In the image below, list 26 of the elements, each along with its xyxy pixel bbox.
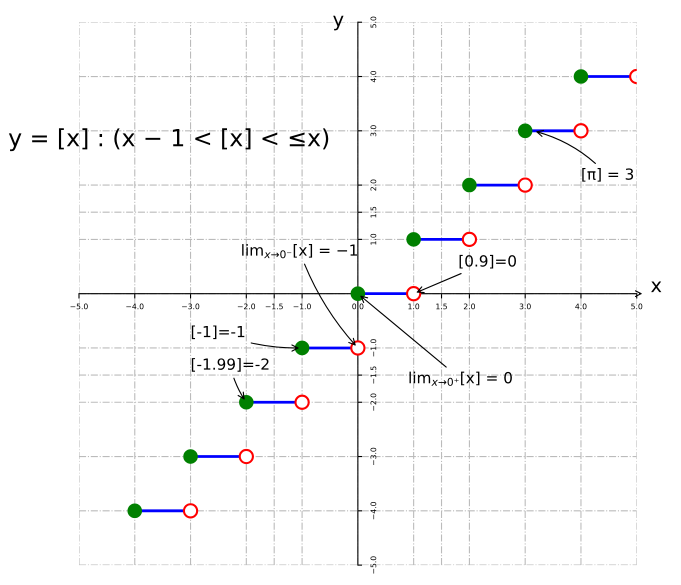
annotation: [π] = 3: [582, 168, 634, 182]
point: [573, 123, 589, 138]
annotation: y = [x] : (x − 1 < [x] < ≤x): [8, 128, 328, 152]
point: [182, 503, 198, 518]
annotation: [0.9]=0: [460, 254, 516, 269]
annotation: lim$_{x→0⁻}$[x] = −1: [242, 244, 357, 258]
point: [350, 340, 366, 356]
point: [238, 448, 254, 464]
x-axis-title: x: [651, 282, 662, 292]
point: [350, 286, 366, 301]
point: [518, 124, 532, 138]
annotation: lim$_{x→0⁺}$[x] = 0: [410, 372, 512, 386]
point: [294, 340, 310, 356]
point: [462, 232, 478, 248]
point: [127, 504, 142, 518]
point: [406, 286, 422, 302]
point: [183, 449, 198, 464]
annotation: [-1.99]=-2: [192, 358, 268, 372]
point: [462, 178, 477, 192]
annotation: [-1]=-1: [192, 325, 244, 340]
point: [574, 69, 588, 84]
point: [239, 394, 254, 410]
y-axis-title: y: [333, 16, 344, 30]
point: [518, 177, 533, 193]
point: [406, 232, 421, 247]
point: [294, 394, 310, 410]
